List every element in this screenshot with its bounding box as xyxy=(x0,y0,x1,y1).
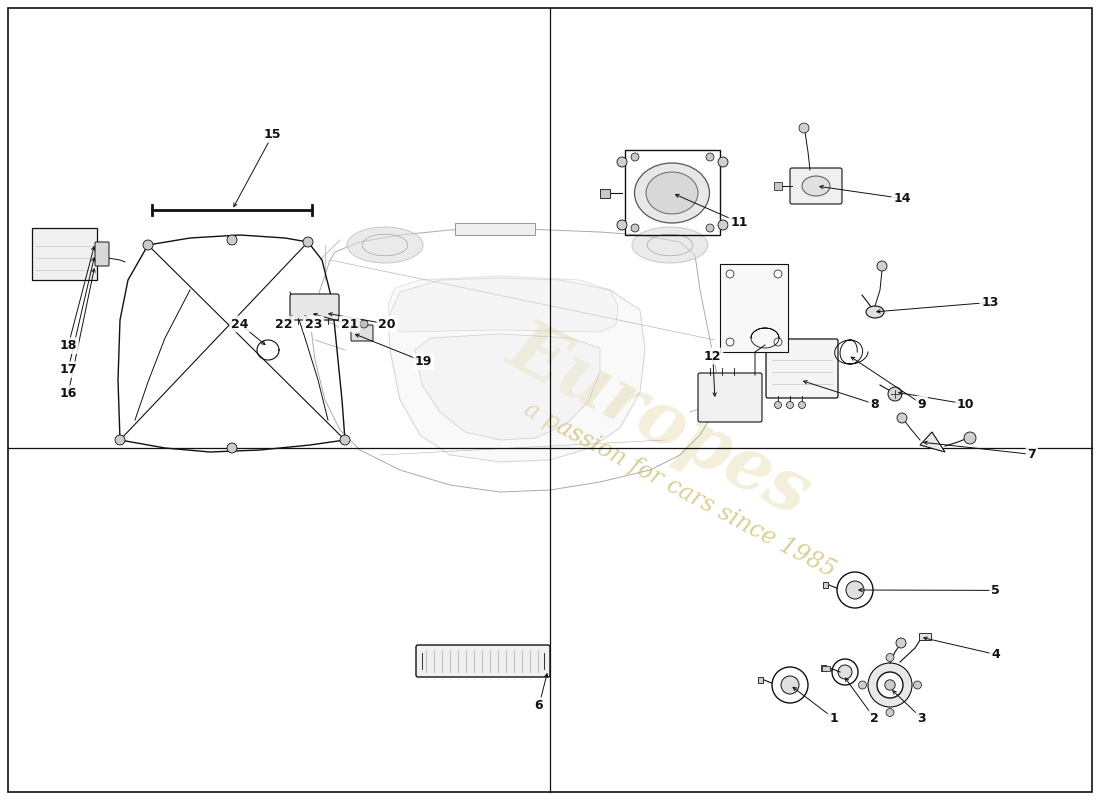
Circle shape xyxy=(884,680,895,690)
Ellipse shape xyxy=(646,172,698,214)
FancyBboxPatch shape xyxy=(766,339,838,398)
Text: a passion for cars since 1985: a passion for cars since 1985 xyxy=(520,398,839,582)
Circle shape xyxy=(838,665,853,679)
Text: 14: 14 xyxy=(893,192,911,205)
Circle shape xyxy=(772,667,808,703)
Text: 10: 10 xyxy=(957,398,975,410)
Circle shape xyxy=(886,709,894,717)
Circle shape xyxy=(781,676,799,694)
Circle shape xyxy=(116,435,125,445)
Bar xyxy=(823,582,828,587)
Circle shape xyxy=(352,320,360,328)
Text: 1: 1 xyxy=(829,712,838,725)
Circle shape xyxy=(774,402,781,409)
Text: Europes: Europes xyxy=(497,311,823,529)
Ellipse shape xyxy=(635,163,710,223)
Text: 3: 3 xyxy=(917,712,926,725)
Circle shape xyxy=(718,157,728,167)
Circle shape xyxy=(617,220,627,230)
Circle shape xyxy=(706,224,714,232)
Circle shape xyxy=(913,681,922,689)
Circle shape xyxy=(360,320,368,328)
FancyBboxPatch shape xyxy=(698,373,762,422)
Circle shape xyxy=(799,123,808,133)
Circle shape xyxy=(617,157,627,167)
Circle shape xyxy=(631,153,639,161)
Text: 24: 24 xyxy=(231,318,249,330)
Ellipse shape xyxy=(346,227,424,263)
Bar xyxy=(758,677,763,682)
Circle shape xyxy=(858,681,867,689)
Bar xyxy=(918,633,931,640)
Polygon shape xyxy=(920,432,945,452)
Bar xyxy=(821,665,825,671)
Circle shape xyxy=(340,435,350,445)
Text: 9: 9 xyxy=(917,398,926,410)
Circle shape xyxy=(302,237,313,247)
Bar xyxy=(774,182,782,190)
Ellipse shape xyxy=(802,176,830,196)
Text: 6: 6 xyxy=(535,699,543,712)
Circle shape xyxy=(631,224,639,232)
Polygon shape xyxy=(388,276,618,332)
Text: 23: 23 xyxy=(305,318,322,330)
Circle shape xyxy=(706,153,714,161)
Bar xyxy=(720,264,788,352)
Circle shape xyxy=(877,672,903,698)
FancyBboxPatch shape xyxy=(351,325,373,341)
FancyBboxPatch shape xyxy=(790,168,842,204)
Text: 17: 17 xyxy=(59,363,77,376)
Text: 22: 22 xyxy=(275,318,293,330)
Text: 18: 18 xyxy=(59,339,77,352)
Text: 21: 21 xyxy=(341,318,359,330)
Circle shape xyxy=(143,240,153,250)
Text: 13: 13 xyxy=(981,296,999,309)
Bar xyxy=(455,223,535,235)
Polygon shape xyxy=(388,278,645,462)
Text: 20: 20 xyxy=(378,318,396,330)
Circle shape xyxy=(832,659,858,685)
Circle shape xyxy=(227,443,236,453)
Circle shape xyxy=(886,654,894,662)
Ellipse shape xyxy=(866,306,884,318)
Bar xyxy=(822,666,830,671)
Text: 7: 7 xyxy=(1027,448,1036,461)
FancyBboxPatch shape xyxy=(416,645,550,677)
Text: 15: 15 xyxy=(264,128,282,141)
Text: 19: 19 xyxy=(415,355,432,368)
Circle shape xyxy=(896,638,906,648)
Circle shape xyxy=(846,581,864,599)
Circle shape xyxy=(227,235,236,245)
Circle shape xyxy=(896,413,907,423)
Text: 11: 11 xyxy=(730,216,748,229)
Circle shape xyxy=(877,261,887,271)
Circle shape xyxy=(888,387,902,401)
Ellipse shape xyxy=(632,227,708,263)
Text: 2: 2 xyxy=(870,712,879,725)
Polygon shape xyxy=(415,334,600,440)
Text: 12: 12 xyxy=(704,350,722,362)
Circle shape xyxy=(837,572,873,608)
Bar xyxy=(600,189,610,198)
Text: 5: 5 xyxy=(991,584,1000,597)
Text: 16: 16 xyxy=(59,387,77,400)
Text: 8: 8 xyxy=(870,398,879,410)
Text: 4: 4 xyxy=(991,648,1000,661)
FancyBboxPatch shape xyxy=(290,294,339,320)
Circle shape xyxy=(868,663,912,707)
Circle shape xyxy=(964,432,976,444)
Circle shape xyxy=(799,402,805,409)
Bar xyxy=(32,228,97,280)
Circle shape xyxy=(786,402,793,409)
FancyBboxPatch shape xyxy=(95,242,109,266)
Circle shape xyxy=(718,220,728,230)
